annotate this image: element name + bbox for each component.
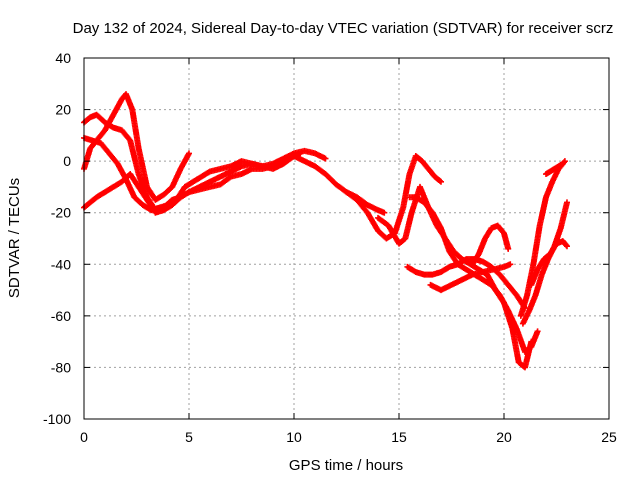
data-point	[564, 199, 570, 206]
x-tick-label: 15	[391, 429, 407, 445]
plot-frame	[83, 57, 610, 420]
data-series-5	[343, 152, 444, 242]
data-series-4	[81, 134, 329, 214]
data-point	[505, 245, 512, 252]
x-axis-label: GPS time / hours	[289, 457, 403, 474]
data-point	[559, 160, 566, 167]
x-tick-label: 10	[286, 429, 302, 445]
y-tick-label: -100	[43, 411, 71, 427]
y-tick-label: -80	[51, 359, 71, 375]
data-series-14	[543, 160, 566, 178]
data-point	[438, 178, 444, 185]
data-series-10	[469, 222, 512, 268]
x-tick-label: 5	[185, 429, 193, 445]
data-point	[322, 155, 329, 162]
data-point	[534, 328, 541, 335]
x-tick-label: 0	[80, 429, 88, 445]
y-tick-label: 0	[63, 153, 71, 169]
chart-title: Day 132 of 2024, Sidereal Day-to-day VTE…	[73, 20, 614, 37]
y-axis-label: SDTVAR / TECUs	[6, 178, 23, 298]
data-series-13	[528, 238, 570, 288]
data-point	[436, 177, 443, 184]
y-tick-labels: -100 -80 -60 -40 -20 0 20 40	[43, 50, 71, 427]
y-tick-label: -40	[51, 256, 71, 272]
y-tick-label: -20	[51, 205, 71, 221]
y-tick-label: -60	[51, 308, 71, 324]
data-point	[186, 150, 192, 157]
data-series-9	[427, 261, 514, 294]
x-tick-label: 20	[496, 429, 512, 445]
data-point	[564, 243, 570, 250]
x-tick-label: 25	[601, 429, 617, 445]
data-series-7	[406, 194, 541, 355]
data-point	[381, 209, 388, 216]
x-tick-labels: 0 5 10 15 20 25	[80, 429, 617, 445]
data-points	[81, 91, 570, 371]
y-tick-label: 40	[55, 50, 71, 66]
axis-ticks	[83, 57, 610, 420]
data-point	[507, 261, 514, 268]
data-point	[563, 242, 570, 249]
y-tick-label: 20	[55, 102, 71, 118]
